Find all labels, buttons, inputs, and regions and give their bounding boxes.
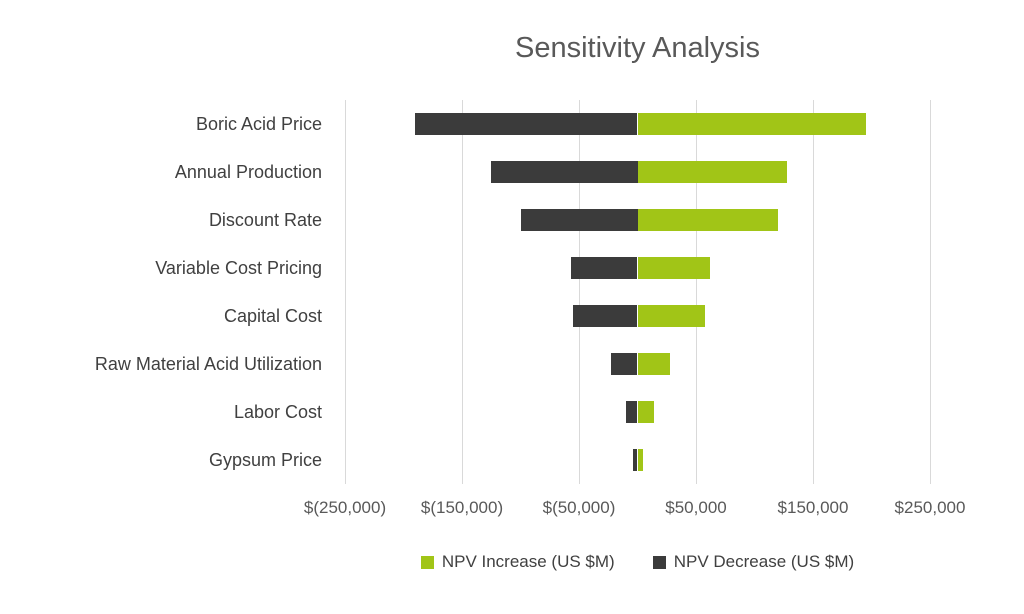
npv-decrease-bar	[573, 305, 638, 327]
npv-increase-bar	[637, 161, 788, 183]
category-label: Discount Rate	[208, 209, 322, 230]
bar-row	[345, 340, 930, 388]
bar-rows	[345, 100, 930, 484]
legend-item: NPV Decrease (US $M)	[652, 552, 855, 572]
legend-label: NPV Decrease (US $M)	[673, 552, 855, 571]
legend-label: NPV Increase (US $M)	[441, 552, 615, 571]
bar-row	[345, 148, 930, 196]
category-axis: Boric Acid Price Annual Production Discoun…	[0, 100, 322, 484]
npv-increase-bar	[637, 449, 644, 471]
bar-row	[345, 388, 930, 436]
npv-decrease-bar	[520, 209, 638, 231]
npv-increase-bar	[637, 305, 706, 327]
bar-row	[345, 292, 930, 340]
npv-increase-bar	[637, 113, 866, 135]
x-axis-tick-label: $(150,000)	[420, 498, 504, 517]
npv-decrease-bar	[570, 257, 638, 279]
category-label: Boric Acid Price	[195, 113, 322, 134]
npv-increase-bar	[637, 401, 654, 423]
gridline	[696, 100, 697, 484]
bar-row	[345, 436, 930, 484]
chart-title: Sensitivity Analysis	[515, 32, 760, 64]
npv-increase-bar	[637, 257, 711, 279]
x-axis: $(250,000) $(150,000) $(50,000) $50,000 $150…	[304, 498, 966, 524]
category-label: Variable Cost Pricing	[155, 257, 322, 278]
gridline	[579, 100, 580, 484]
npv-increase-bar	[637, 353, 671, 375]
gridline	[813, 100, 814, 484]
npv-decrease-bar	[625, 401, 638, 423]
x-axis-tick-label: $(250,000)	[303, 498, 387, 517]
legend-swatch-icon	[420, 555, 434, 569]
category-label: Annual Production	[174, 161, 322, 182]
npv-decrease-bar	[415, 113, 638, 135]
gridline	[462, 100, 463, 484]
npv-decrease-bar	[491, 161, 638, 183]
npv-decrease-bar	[632, 449, 638, 471]
plot-area	[345, 100, 931, 484]
x-axis-tick-label: $250,000	[894, 498, 966, 517]
x-axis-tick-label: $50,000	[665, 498, 727, 517]
legend-item: NPV Increase (US $M)	[420, 552, 615, 572]
category-label: Labor Cost	[233, 401, 322, 422]
legend: NPV Increase (US $M) NPV Decrease (US $M)	[345, 552, 930, 572]
gridline	[930, 100, 931, 484]
x-axis-tick-label: $150,000	[777, 498, 849, 517]
bar-row	[345, 196, 930, 244]
category-label: Gypsum Price	[208, 449, 322, 470]
bar-row	[345, 244, 930, 292]
bar-row	[345, 100, 930, 148]
legend-swatch-icon	[652, 555, 666, 569]
npv-increase-bar	[637, 209, 778, 231]
category-label: Raw Material Acid Utilization	[94, 353, 322, 374]
npv-decrease-bar	[610, 353, 638, 375]
gridline	[345, 100, 346, 484]
x-axis-tick-label: $(50,000)	[542, 498, 616, 517]
category-label: Capital Cost	[223, 305, 322, 326]
